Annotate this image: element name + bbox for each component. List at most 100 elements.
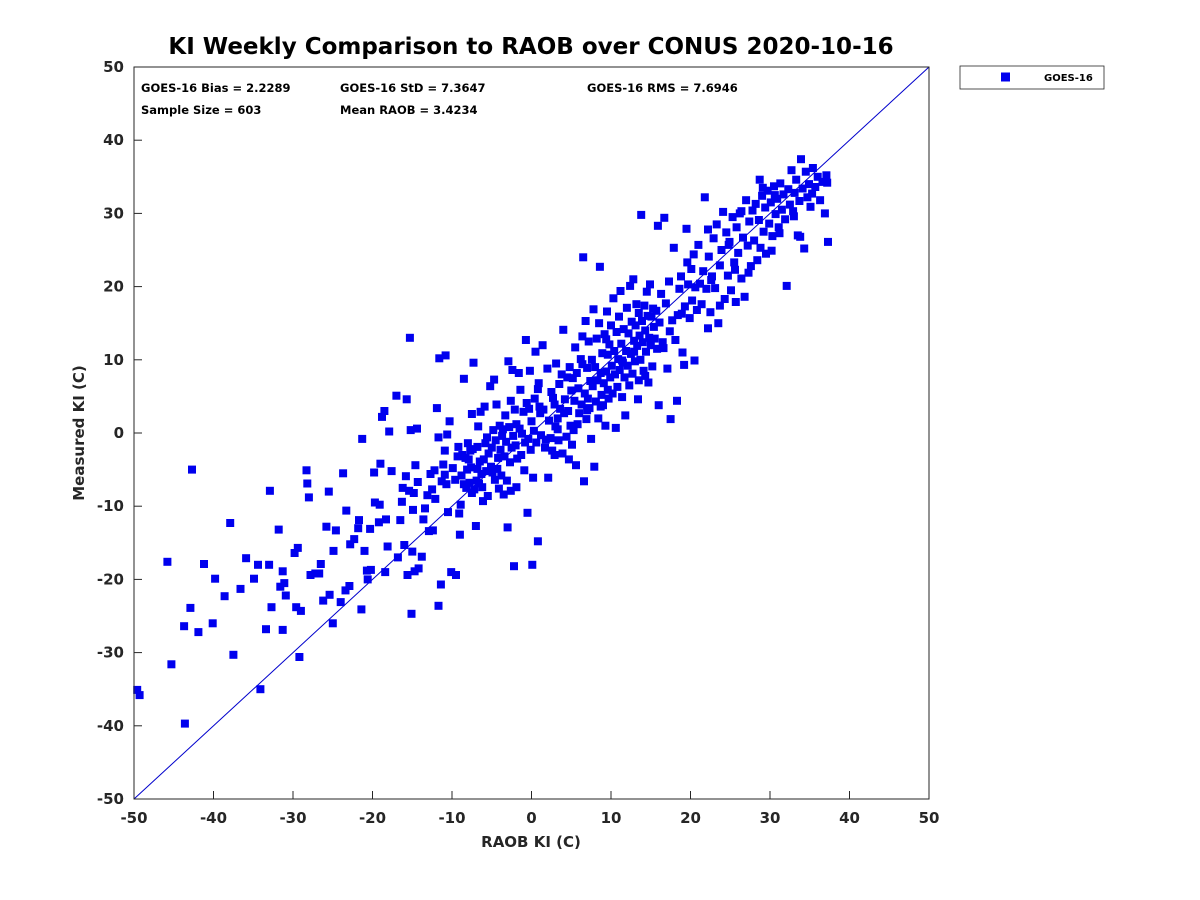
data-point — [490, 475, 499, 484]
data-point — [502, 476, 511, 485]
data-point — [545, 416, 553, 425]
data-point — [560, 395, 569, 404]
data-point — [484, 449, 493, 458]
data-point — [535, 402, 544, 411]
data-point — [565, 363, 574, 372]
data-point — [727, 286, 735, 295]
data-point — [529, 473, 538, 482]
data-point — [782, 281, 791, 290]
data-point — [720, 295, 729, 303]
data-point — [574, 384, 583, 393]
data-point — [811, 183, 820, 191]
data-point — [453, 452, 462, 461]
data-point — [452, 571, 460, 579]
data-point — [532, 438, 541, 447]
data-point — [680, 302, 689, 311]
data-point — [653, 344, 662, 353]
data-point — [434, 601, 443, 610]
data-point — [595, 319, 604, 328]
data-point — [555, 380, 564, 388]
data-point — [502, 437, 511, 446]
data-point — [592, 334, 601, 343]
data-point — [576, 355, 585, 364]
stat-std: GOES-16 StD = 7.3647 — [340, 81, 485, 95]
data-points — [133, 155, 832, 728]
data-point — [607, 361, 616, 370]
data-point — [755, 175, 764, 184]
data-point — [564, 455, 573, 464]
y-tick-label: 0 — [114, 424, 124, 442]
data-point — [413, 424, 421, 433]
data-point — [634, 376, 643, 385]
data-point — [573, 420, 582, 429]
data-point — [572, 369, 581, 377]
data-point — [668, 316, 677, 325]
data-point — [717, 246, 726, 254]
data-point — [521, 336, 530, 344]
data-point — [618, 393, 627, 402]
data-point — [692, 306, 701, 314]
data-point — [602, 335, 611, 344]
data-point — [529, 426, 538, 435]
data-point — [597, 390, 606, 399]
data-point — [801, 167, 810, 176]
x-tick-label: 10 — [601, 809, 622, 827]
data-point — [455, 530, 464, 539]
data-point — [824, 237, 832, 246]
data-point — [533, 385, 542, 394]
data-point — [808, 164, 817, 172]
data-point — [498, 431, 507, 440]
data-point — [596, 402, 605, 411]
data-point — [756, 243, 765, 252]
data-point — [525, 366, 534, 375]
data-point — [642, 347, 650, 356]
data-point — [731, 298, 740, 306]
data-point — [684, 280, 693, 289]
data-point — [816, 196, 825, 205]
data-point — [194, 628, 203, 637]
data-point — [615, 312, 623, 321]
data-point — [553, 414, 562, 423]
data-point — [638, 338, 647, 347]
data-point — [448, 464, 457, 473]
data-point — [506, 486, 515, 495]
data-point — [787, 166, 796, 175]
data-point — [689, 250, 698, 259]
data-point — [432, 404, 441, 413]
data-point — [792, 175, 801, 184]
data-point — [510, 562, 518, 571]
stat-mean-raob: Mean RAOB = 3.4234 — [340, 103, 478, 117]
data-point — [431, 494, 440, 503]
y-tick-label: -30 — [97, 644, 124, 662]
data-point — [537, 431, 545, 440]
data-point — [610, 347, 619, 355]
data-point — [808, 189, 817, 198]
stats-panel: GOES-16 Bias = 2.2289 GOES-16 StD = 7.36… — [141, 81, 738, 117]
data-point — [591, 363, 600, 372]
data-point — [398, 483, 407, 492]
data-point — [734, 248, 743, 257]
data-point — [265, 560, 274, 569]
data-point — [616, 287, 625, 295]
data-point — [583, 363, 592, 372]
stat-bias: GOES-16 Bias = 2.2289 — [141, 81, 290, 95]
data-point — [603, 307, 611, 316]
data-point — [515, 424, 524, 433]
data-point — [498, 425, 507, 434]
data-point — [823, 178, 832, 187]
data-point — [533, 537, 542, 546]
data-point — [665, 277, 673, 286]
data-point — [188, 465, 196, 474]
data-point — [489, 426, 498, 435]
data-point — [630, 357, 639, 366]
y-axis-label: Measured KI (C) — [70, 365, 88, 501]
data-point — [677, 309, 686, 318]
data-point — [541, 443, 549, 452]
data-point — [504, 357, 513, 366]
data-point — [606, 373, 615, 382]
data-point — [350, 535, 359, 544]
data-point — [413, 478, 422, 486]
y-tick-label: -10 — [97, 497, 124, 515]
data-point — [497, 471, 506, 480]
data-point — [567, 386, 576, 395]
